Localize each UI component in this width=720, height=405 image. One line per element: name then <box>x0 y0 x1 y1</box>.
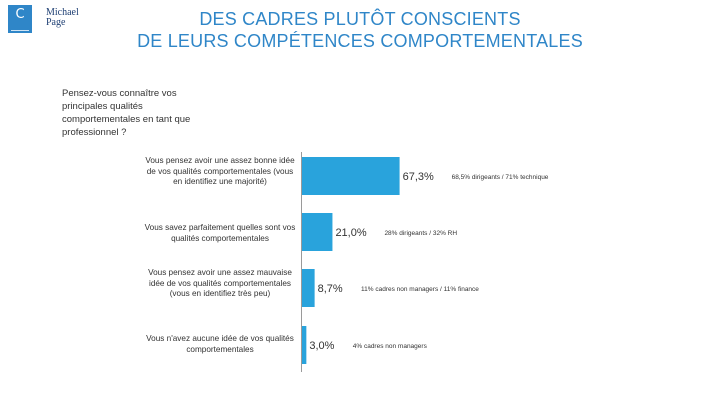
brand-line-2: Page <box>46 17 66 28</box>
value-label-0: 67,3% <box>403 171 434 183</box>
annotation-2: 11% cadres non managers / 11% finance <box>361 286 479 293</box>
page-title: DES CADRES PLUTÔT CONSCIENTS DE LEURS CO… <box>90 8 630 52</box>
title-line-2: DE LEURS COMPÉTENCES COMPORTEMENTALES <box>137 31 583 51</box>
category-label-2: Vous pensez avoir une assez mauvaise idé… <box>148 268 292 298</box>
category-label-0: Vous pensez avoir une assez bonne idée d… <box>145 156 295 186</box>
annotation-0: 68,5% dirigeants / 71% technique <box>452 174 549 181</box>
value-label-3: 3,0% <box>309 340 334 352</box>
bar-3 <box>302 326 307 364</box>
logo-letter: C <box>15 7 25 22</box>
bar-0 <box>302 157 400 195</box>
survey-question: Pensez-vous connaître vos principales qu… <box>62 88 191 138</box>
category-label-1: Vous savez parfaitement quelles sont vos… <box>144 223 296 243</box>
brand-line-1: Michael <box>46 7 79 18</box>
annotation-3: 4% cadres non managers <box>353 343 428 350</box>
logo-c: C <box>8 5 32 33</box>
bar-1 <box>302 213 333 251</box>
bar-2 <box>302 269 315 307</box>
annotation-1: 28% dirigeants / 32% RH <box>384 230 457 237</box>
brand-logo: Michael Page <box>46 8 79 28</box>
value-label-2: 8,7% <box>318 283 343 295</box>
chart-axis <box>301 152 302 372</box>
logo-underline <box>11 30 29 31</box>
value-label-1: 21,0% <box>335 227 366 239</box>
category-label-3: Vous n'avez aucune idée de vos qualités … <box>146 334 294 354</box>
title-line-1: DES CADRES PLUTÔT CONSCIENTS <box>199 9 521 29</box>
